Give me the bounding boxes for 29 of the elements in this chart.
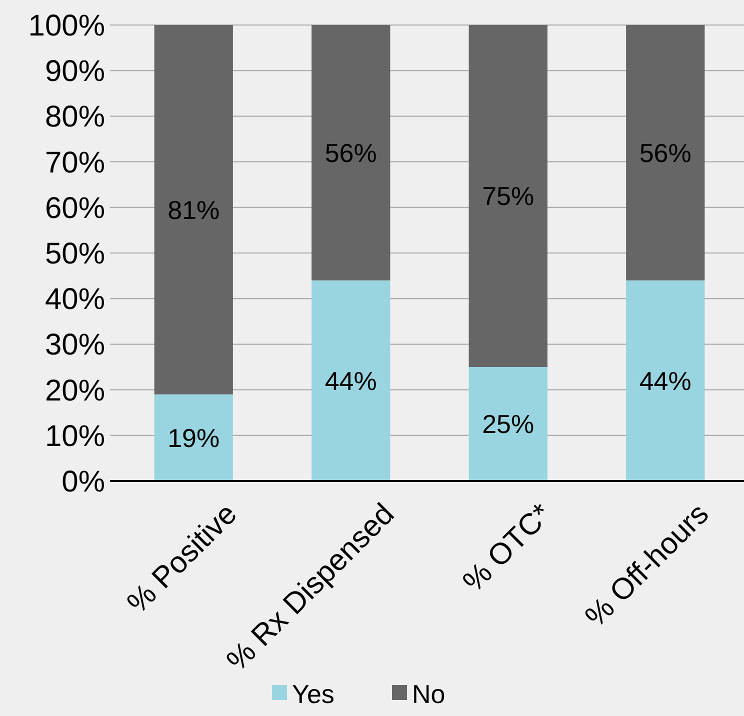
bar xyxy=(626,280,705,481)
data-label: 44% xyxy=(639,366,692,396)
y-tick-label: 50% xyxy=(44,238,105,270)
y-tick-label: 0% xyxy=(62,466,105,498)
data-label: 56% xyxy=(324,138,377,168)
data-label: 44% xyxy=(324,366,377,396)
legend-label: No xyxy=(412,679,446,710)
y-tick-label: 70% xyxy=(44,146,105,180)
y-tick-label: 40% xyxy=(44,283,105,316)
y-tick-label: 80% xyxy=(44,100,105,134)
bar xyxy=(312,280,390,481)
data-label: 75% xyxy=(482,181,534,212)
y-tick-label: 100% xyxy=(28,10,105,42)
bar xyxy=(312,25,390,280)
y-tick-label: 20% xyxy=(44,374,105,408)
bar xyxy=(154,25,233,394)
bar xyxy=(626,25,705,280)
bar xyxy=(468,367,548,481)
data-label: 19% xyxy=(168,422,220,453)
y-tick-label: 90% xyxy=(44,55,105,88)
y-tick-label: 30% xyxy=(44,328,105,362)
bar xyxy=(154,394,233,481)
legend-label: Yes xyxy=(292,679,334,710)
bar xyxy=(468,25,548,367)
y-tick-label: 10% xyxy=(44,420,105,453)
y-tick-label: 60% xyxy=(44,192,105,225)
data-label: 81% xyxy=(168,194,220,225)
data-label: 56% xyxy=(639,138,692,168)
data-label: 25% xyxy=(482,409,534,440)
